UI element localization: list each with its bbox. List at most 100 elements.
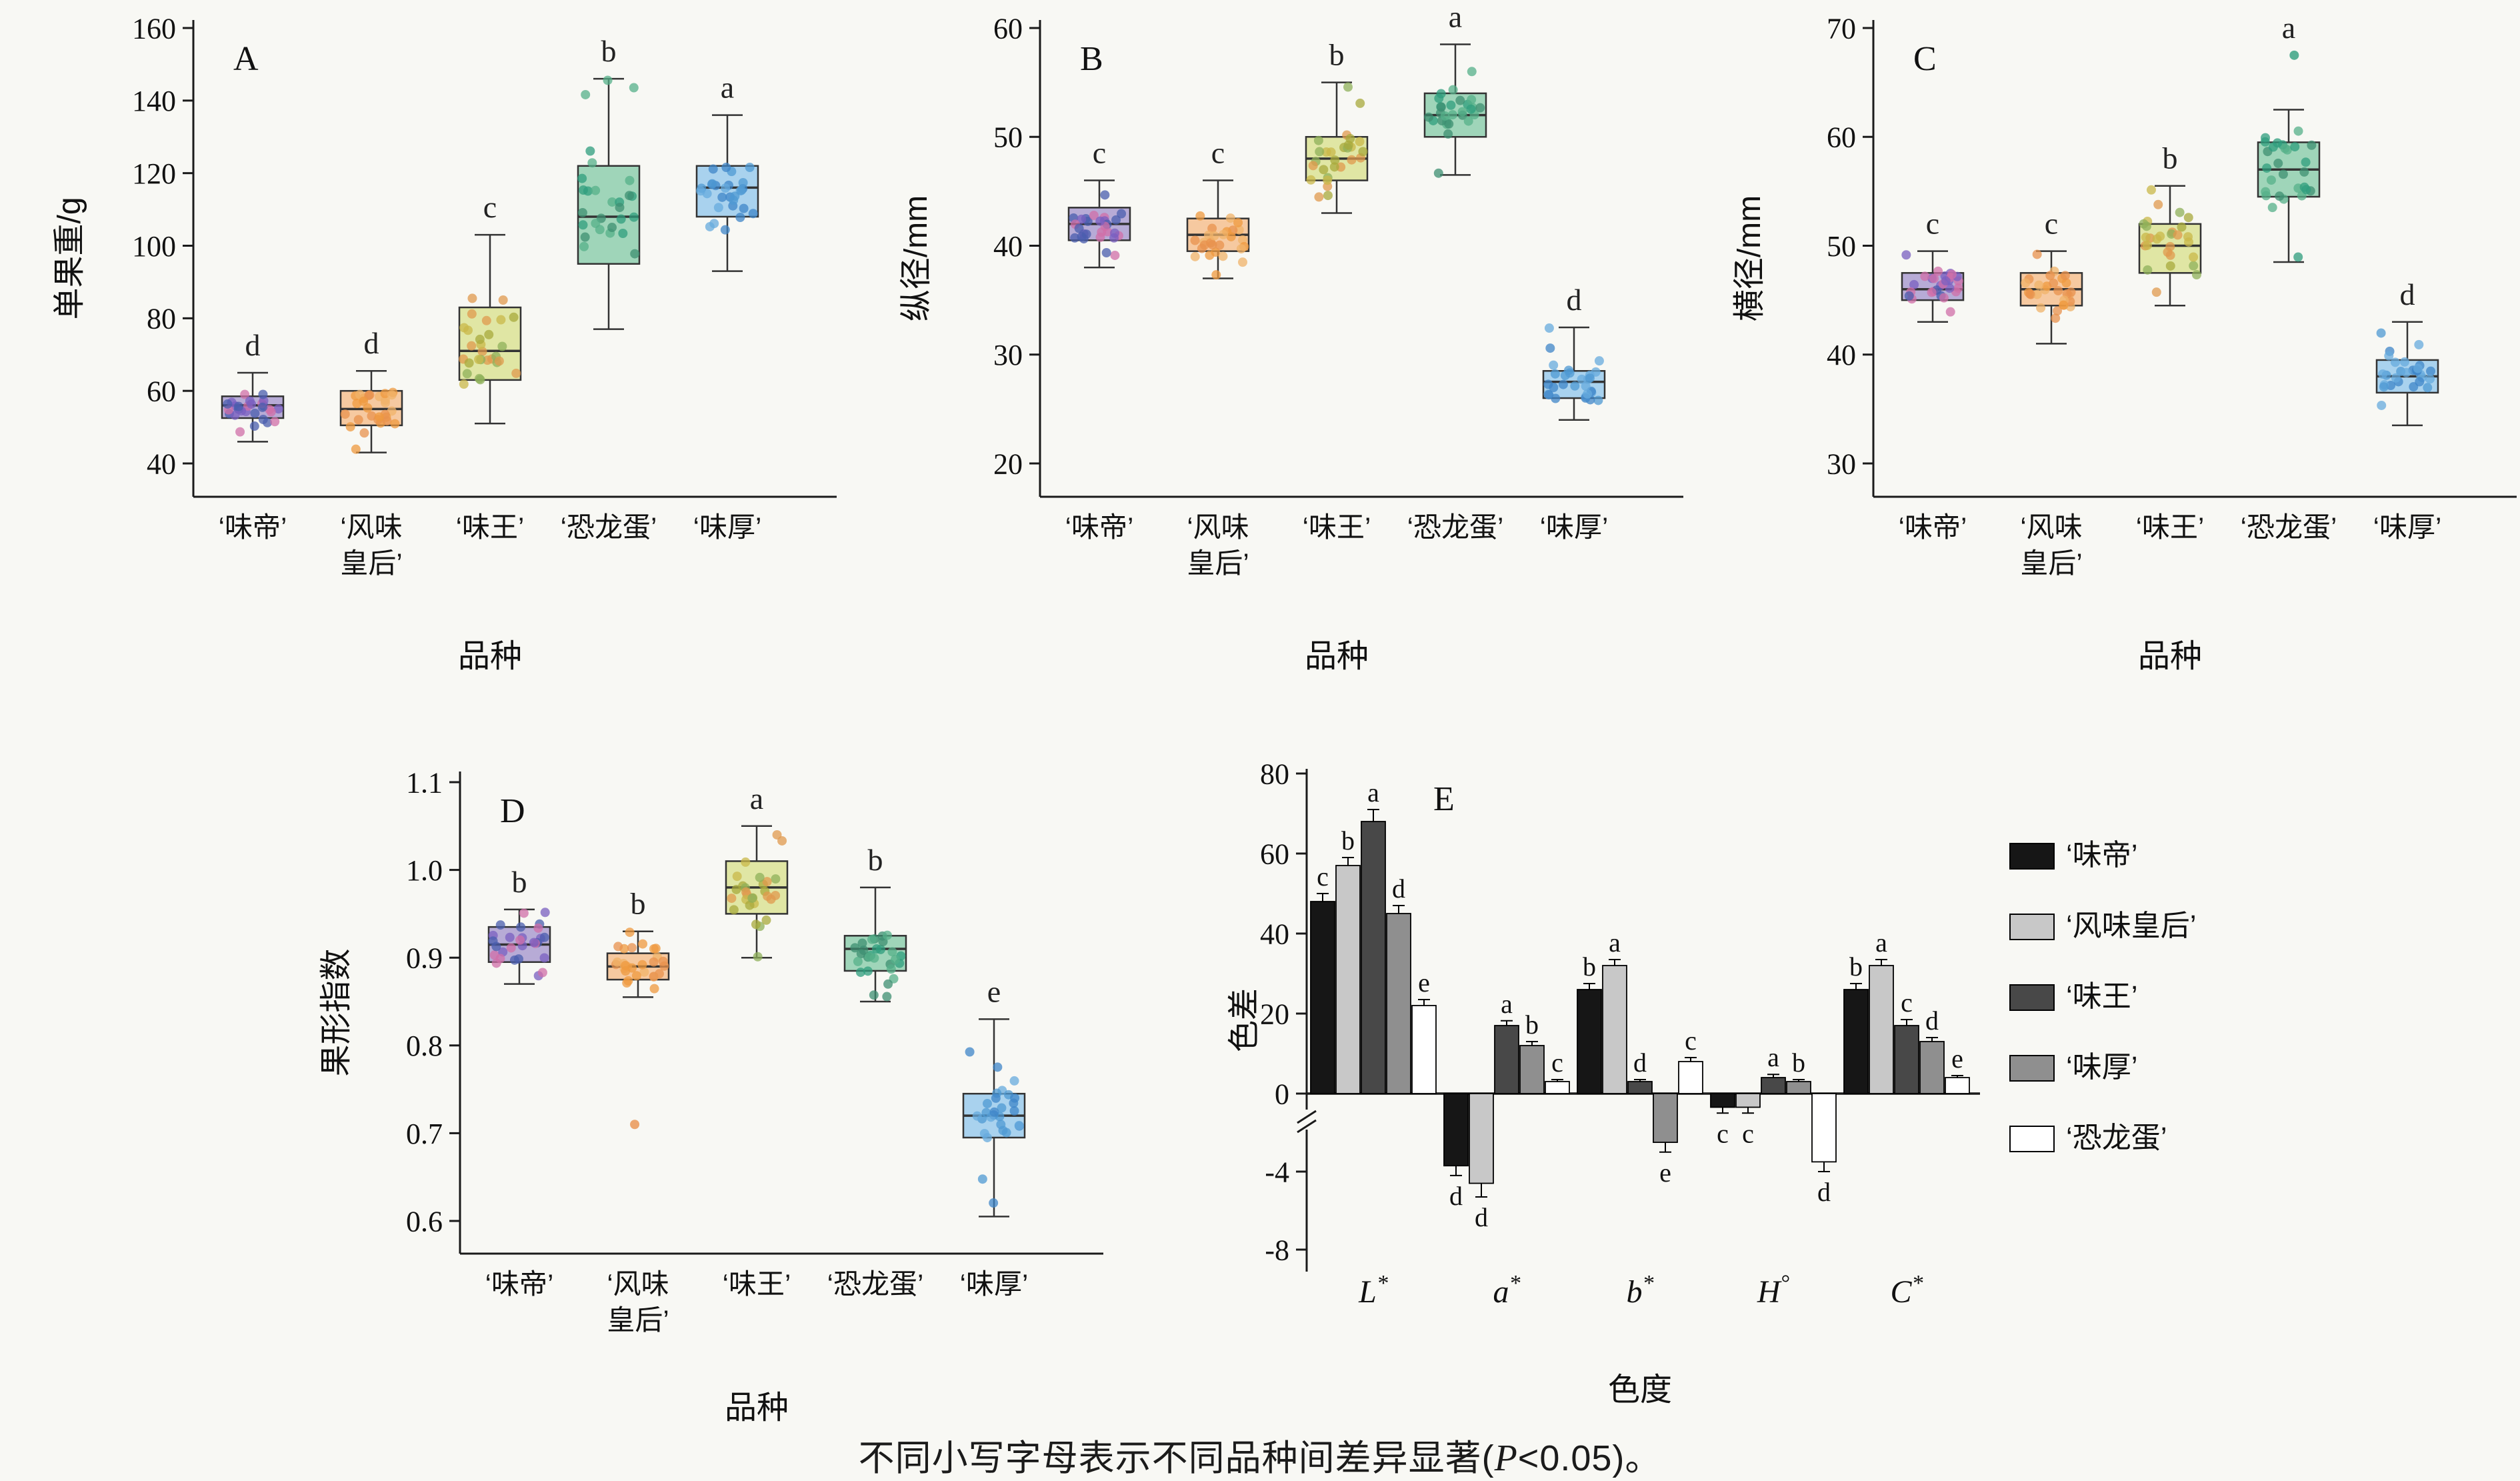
data-dot <box>720 225 730 235</box>
data-dot <box>729 905 739 915</box>
data-dot <box>1236 244 1246 254</box>
bar <box>1869 965 1894 1094</box>
data-dot <box>540 908 550 918</box>
data-dot <box>1347 155 1357 165</box>
data-dot <box>2384 351 2394 361</box>
data-dot <box>2376 328 2386 338</box>
box-group-5: d <box>2375 277 2439 427</box>
data-dot <box>2273 158 2283 168</box>
significance-letter: a <box>1367 778 1379 808</box>
data-dot <box>2165 241 2175 251</box>
data-dot <box>890 954 900 964</box>
bar <box>1678 1061 1703 1094</box>
data-dot <box>270 417 280 427</box>
data-dot <box>997 1103 1007 1113</box>
data-dot <box>2266 175 2276 185</box>
y-tick-label: 20 <box>1260 998 1289 1030</box>
data-dot <box>359 396 369 406</box>
data-dot <box>875 944 885 954</box>
box-group-2: c <box>1186 136 1250 280</box>
data-dot <box>2377 400 2387 410</box>
data-dot <box>1233 217 1243 227</box>
data-dot <box>1215 240 1225 250</box>
data-dot <box>1323 191 1333 201</box>
x-category-label: ‘恐龙蛋’ <box>827 1268 924 1300</box>
data-dot <box>1205 250 1215 260</box>
data-dot <box>1545 343 1555 353</box>
data-dot <box>477 347 487 357</box>
x-category-label: 皇后’ <box>1187 547 1249 579</box>
x-category-label: ‘味王’ <box>2136 511 2205 543</box>
data-dot <box>2165 261 2175 271</box>
box-group-2: b <box>606 887 670 1130</box>
legend-swatch <box>2009 843 2055 870</box>
data-dot <box>1466 104 1476 114</box>
boxplot-b-svg: 20 30 40 50 60 纵径/mm Bc ‘味帝’ c ‘风味皇后’ b ‘味王’ a ‘恐龙蛋’ d… <box>899 0 1683 674</box>
significance-letter: b <box>512 865 527 899</box>
data-dot <box>1195 211 1205 221</box>
data-dot <box>2021 278 2031 288</box>
box-group-1: c <box>1901 207 1965 323</box>
data-dot <box>731 884 741 894</box>
outlier-dot <box>2289 50 2299 60</box>
box-group-4: b <box>577 34 641 330</box>
data-dot <box>977 1174 987 1184</box>
data-dot <box>2059 300 2069 310</box>
bar-group-3: ba d e c <box>1577 928 1703 1188</box>
data-dot <box>484 329 494 339</box>
data-dot <box>1565 368 1575 378</box>
significance-letter: a <box>721 71 734 105</box>
data-dot <box>2275 191 2285 201</box>
bar <box>1894 1025 1919 1094</box>
data-dot <box>2025 289 2035 299</box>
data-dot <box>629 212 639 222</box>
data-dot <box>996 1120 1006 1130</box>
data-dot <box>2290 142 2300 152</box>
data-dot <box>249 421 259 431</box>
data-dot <box>2414 339 2424 349</box>
x-category-label: b* <box>1627 1271 1654 1310</box>
data-dot <box>1577 374 1587 384</box>
data-dot <box>755 872 765 882</box>
data-dot <box>515 935 525 945</box>
significance-letter: b <box>631 887 646 921</box>
data-dot <box>390 419 400 429</box>
legend-item: ‘恐龙蛋’ <box>2009 1122 2167 1154</box>
bar <box>1577 989 1602 1094</box>
data-dot <box>1909 279 1919 289</box>
data-dot <box>638 939 648 949</box>
data-dot <box>2262 163 2272 173</box>
y-tick-label: 40 <box>147 447 176 480</box>
data-dot <box>2299 182 2309 192</box>
data-dot <box>1190 235 1200 245</box>
data-dot <box>2151 287 2161 297</box>
data-dot <box>467 309 477 319</box>
box-group-3: b <box>2138 141 2202 307</box>
data-dot <box>2045 271 2055 281</box>
data-dot <box>533 923 543 933</box>
data-dot <box>240 389 250 399</box>
box-group-3: b <box>1305 38 1369 214</box>
data-dot <box>1308 161 1318 171</box>
data-dot <box>2175 207 2185 217</box>
x-axis-title: 品种 <box>725 1390 789 1426</box>
data-dot <box>509 955 519 965</box>
significance-letter: c <box>1685 1026 1697 1056</box>
x-category-label: ‘恐龙蛋’ <box>2241 511 2337 543</box>
data-dot <box>989 1107 999 1117</box>
x-category-label: ‘味帝’ <box>1065 511 1134 543</box>
data-dot <box>732 872 742 882</box>
x-axis-title: 品种 <box>2138 639 2202 674</box>
data-dot <box>2142 240 2152 250</box>
data-dot <box>2307 140 2317 150</box>
data-dot <box>1343 82 1353 92</box>
data-dot <box>629 83 639 93</box>
significance-letter: c <box>1742 1118 1754 1148</box>
data-dot <box>580 232 590 242</box>
box-group-4: a <box>1423 0 1487 178</box>
data-dot <box>1467 95 1477 105</box>
box-group-4: a <box>2257 11 2321 263</box>
bar <box>1811 1093 1837 1163</box>
significance-letter: c <box>1926 207 1939 241</box>
data-dot <box>345 422 355 432</box>
